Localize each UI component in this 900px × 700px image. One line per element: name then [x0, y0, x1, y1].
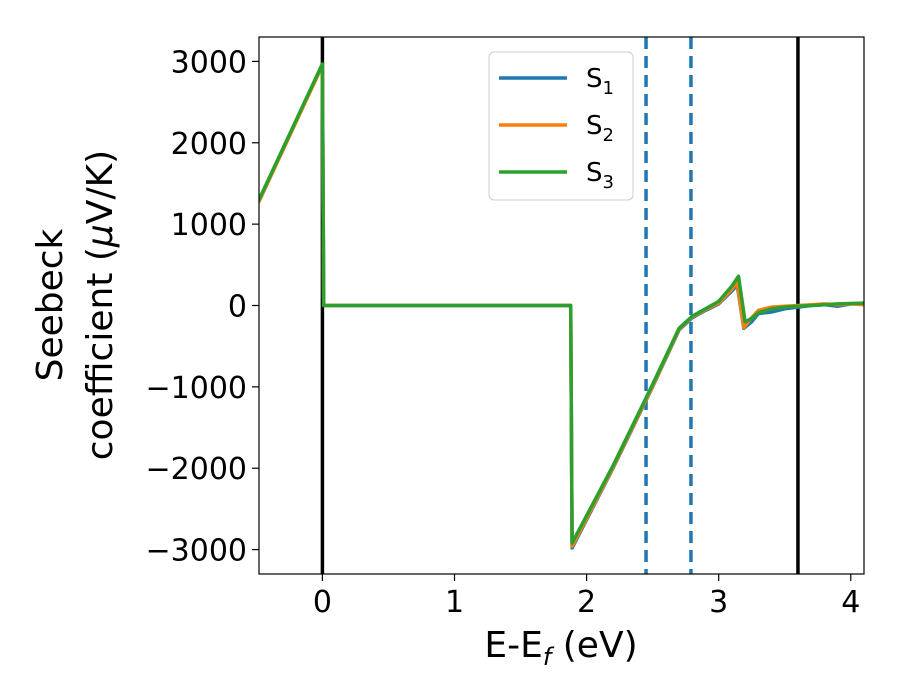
x-axis-label: E-Ef (eV) [484, 625, 637, 671]
y-axis-label-line-1: Seebeck [30, 228, 71, 381]
series-lines [259, 62, 864, 550]
x-tick-label: 1 [445, 585, 464, 620]
y-tick-label: −3000 [146, 534, 247, 569]
x-axis-ticks: 0 1 2 3 4 [313, 574, 860, 620]
y-axis-ticks: 3000 2000 1000 0 −1000 −2000 −3000 [146, 45, 259, 569]
y-tick-label: 1000 [171, 208, 247, 243]
y-tick-label: −1000 [146, 371, 247, 406]
x-tick-label: 0 [313, 585, 332, 620]
x-tick-label: 3 [709, 585, 728, 620]
y-tick-label: −2000 [146, 452, 247, 487]
y-axis-label: Seebeck coefficient (μV/K) [30, 150, 121, 460]
legend-label-s1: S1 [586, 64, 614, 99]
legend: S1 S2 S3 [488, 51, 634, 201]
legend-label-s2: S2 [586, 111, 614, 146]
x-tick-label: 2 [577, 585, 596, 620]
y-tick-label: 0 [228, 290, 247, 325]
y-tick-label: 2000 [171, 127, 247, 162]
x-tick-label: 4 [841, 585, 860, 620]
legend-label-s3: S3 [586, 158, 614, 193]
y-tick-label: 3000 [171, 45, 247, 80]
series-line-s3 [259, 62, 864, 545]
y-axis-label-line-2: coefficient (μV/K) [80, 150, 121, 460]
